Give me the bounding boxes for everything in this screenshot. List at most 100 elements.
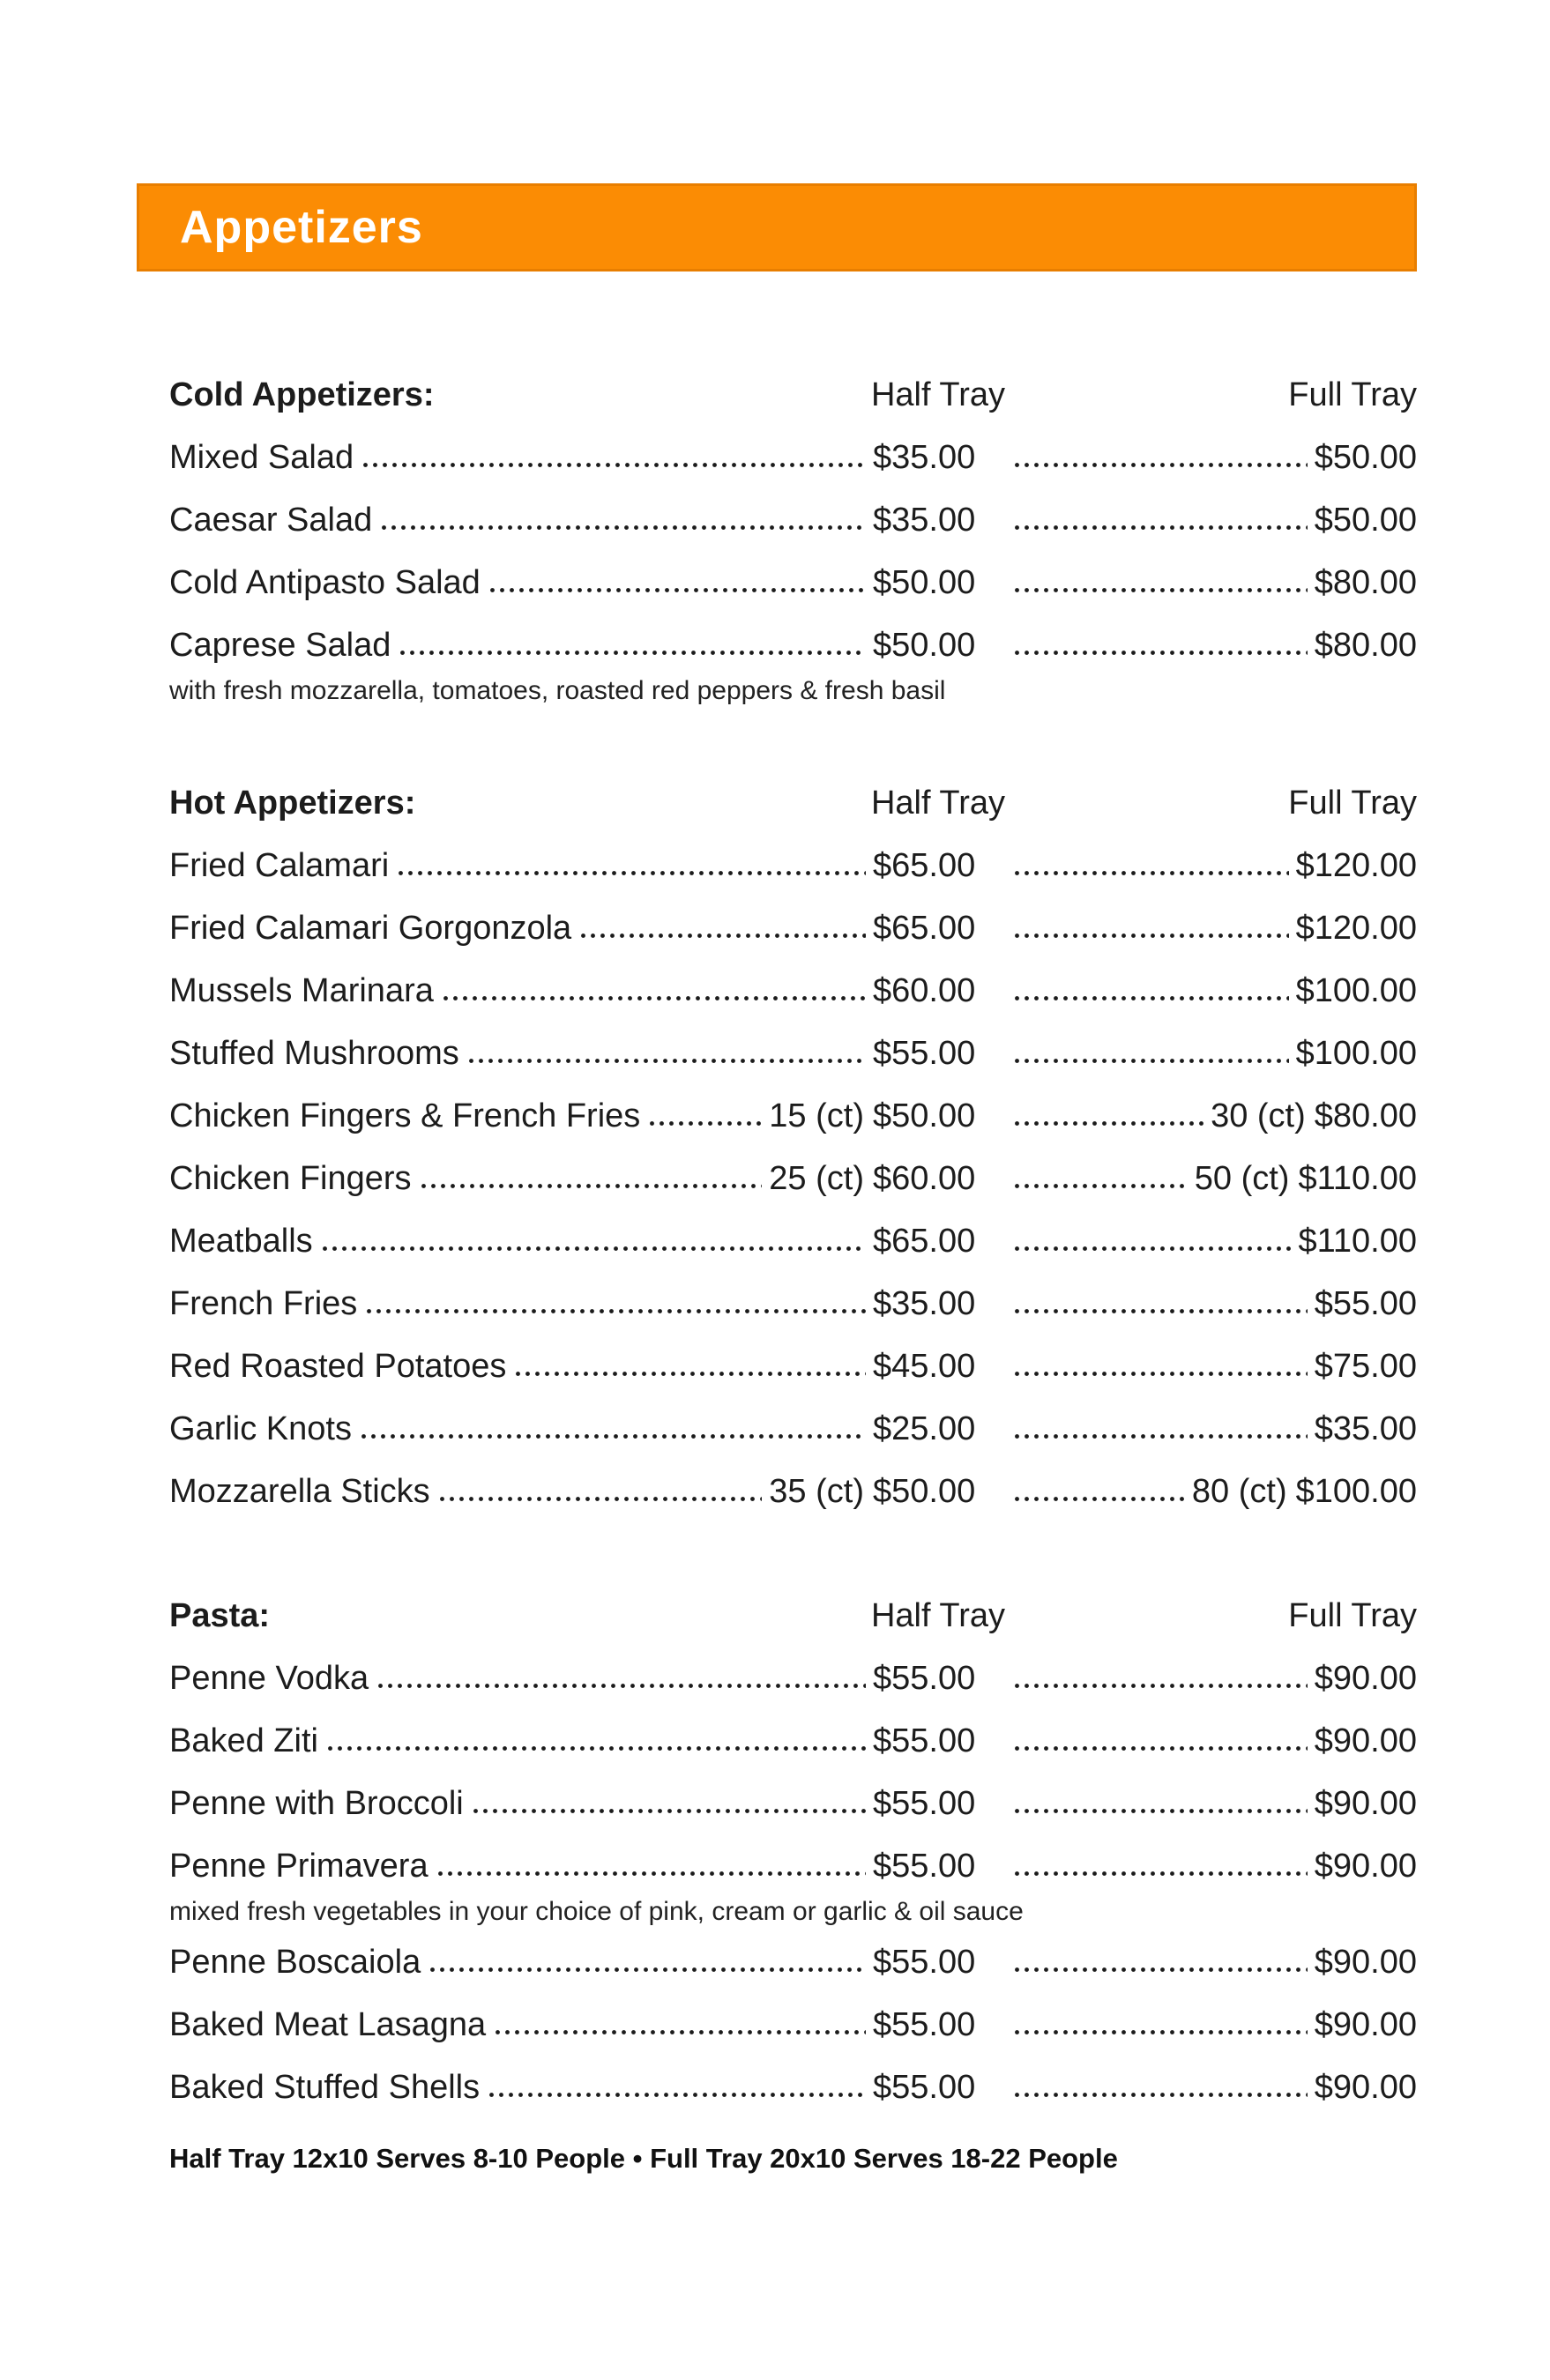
item-price-full: $110.00 — [1298, 1223, 1417, 1260]
menu-item-row: Baked Ziti $55.00 $90.00 — [169, 1710, 1417, 1773]
item-price-full: $90.00 — [1314, 1848, 1417, 1885]
item-price-full: $90.00 — [1314, 1722, 1417, 1759]
menu-item-row: French Fries $35.00 $55.00 — [169, 1273, 1417, 1335]
menu-item-row: Fried Calamari $65.00 $120.00 — [169, 835, 1417, 897]
dot-leader — [1012, 1058, 1289, 1064]
item-name: Garlic Knots — [169, 1410, 352, 1447]
item-price-full: $80.00 — [1314, 627, 1417, 664]
dot-leader — [1012, 933, 1289, 939]
dot-leader — [1012, 1246, 1292, 1252]
menu-item-row: Meatballs $65.00 $110.00 — [169, 1210, 1417, 1273]
item-price-half: $65.00 — [873, 1223, 976, 1260]
item-name: Baked Stuffed Shells — [169, 2069, 481, 2106]
item-price-full: $90.00 — [1314, 1785, 1417, 1822]
item-count-full: 80 (ct) — [1191, 1473, 1287, 1510]
item-name: Meatballs — [169, 1223, 313, 1260]
item-price-half: $45.00 — [873, 1348, 976, 1385]
dot-leader — [1012, 1183, 1188, 1189]
item-price-half: $65.00 — [873, 910, 976, 947]
item-name: Chicken Fingers — [169, 1160, 412, 1197]
item-count-half: 25 (ct) — [769, 1160, 864, 1197]
dot-leader — [1012, 1496, 1185, 1502]
dot-leader — [1012, 1683, 1308, 1689]
dot-leader — [1012, 650, 1308, 656]
dot-leader — [376, 1683, 866, 1689]
item-price-half: $35.00 — [873, 1285, 976, 1322]
item-name: Caprese Salad — [169, 627, 391, 664]
dot-leader — [436, 1496, 763, 1502]
item-name: Stuffed Mushrooms — [169, 1035, 459, 1072]
dot-leader — [470, 1808, 866, 1814]
section-header: Cold Appetizers: Half Tray Full Tray — [169, 364, 1417, 427]
item-price-half: $55.00 — [873, 1944, 976, 1981]
section-title: Cold Appetizers: — [169, 376, 435, 413]
item-name: Mozzarella Sticks — [169, 1473, 430, 1510]
item-name: Baked Ziti — [169, 1722, 318, 1759]
item-name: Baked Meat Lasagna — [169, 2006, 487, 2043]
item-name: Mussels Marinara — [169, 972, 434, 1009]
item-price-full: $75.00 — [1314, 1348, 1417, 1385]
menu-item-row: Penne Vodka $55.00 $90.00 — [169, 1647, 1417, 1710]
dot-leader — [1012, 1120, 1204, 1127]
menu-item-row: Mixed Salad $35.00 $50.00 — [169, 427, 1417, 489]
item-name: Chicken Fingers & French Fries — [169, 1097, 641, 1134]
item-name: French Fries — [169, 1285, 358, 1322]
item-price-full: $80.00 — [1314, 564, 1417, 601]
dot-leader — [1012, 587, 1308, 593]
item-name: Penne Boscaiola — [169, 1944, 421, 1981]
menu-section: Cold Appetizers: Half Tray Full Tray Mixed … — [169, 364, 1417, 710]
dot-leader — [358, 1433, 866, 1439]
item-price-full: $80.00 — [1314, 1097, 1417, 1134]
menu-item-row: Penne Primavera $55.00 $90.00 — [169, 1835, 1417, 1898]
menu-item-row: Mussels Marinara $60.00 $100.00 — [169, 960, 1417, 1023]
item-price-full: $120.00 — [1295, 910, 1417, 947]
item-price-half: $50.00 — [873, 564, 976, 601]
dot-leader — [578, 933, 866, 939]
item-name: Fried Calamari — [169, 847, 390, 884]
item-price-full: $55.00 — [1314, 1285, 1417, 1322]
item-price-half: $55.00 — [873, 1785, 976, 1822]
item-name: Penne with Broccoli — [169, 1785, 464, 1822]
dot-leader — [319, 1246, 866, 1252]
menu-item-row: Chicken Fingers & French Fries 15 (ct) $50… — [169, 1085, 1417, 1148]
item-price-half: $65.00 — [873, 847, 976, 884]
item-price-half: $50.00 — [873, 1097, 976, 1134]
menu-item-row: Red Roasted Potatoes $45.00 $75.00 — [169, 1335, 1417, 1398]
menu-item-row: Garlic Knots $25.00 $35.00 — [169, 1398, 1417, 1461]
item-price-full: $90.00 — [1314, 2006, 1417, 2043]
item-count-full: 50 (ct) — [1194, 1160, 1290, 1197]
dot-leader — [647, 1120, 763, 1127]
dot-leader — [364, 1308, 866, 1314]
dot-leader — [513, 1371, 866, 1377]
dot-leader — [1012, 1371, 1308, 1377]
menu-sections: Cold Appetizers: Half Tray Full Tray Mixed … — [169, 364, 1417, 2119]
banner-title: Appetizers — [180, 202, 423, 253]
item-price-full: $100.00 — [1295, 1035, 1417, 1072]
item-price-full: $110.00 — [1298, 1160, 1417, 1197]
item-price-full: $90.00 — [1314, 1660, 1417, 1697]
item-name: Cold Antipasto Salad — [169, 564, 481, 601]
dot-leader — [418, 1183, 763, 1189]
dot-leader — [1012, 870, 1289, 876]
dot-leader — [493, 2029, 866, 2035]
menu-item-row: Penne Boscaiola $55.00 $90.00 — [169, 1931, 1417, 1994]
item-name: Red Roasted Potatoes — [169, 1348, 507, 1385]
column-header-half: Half Tray — [870, 1597, 1005, 1634]
item-price-full: $90.00 — [1314, 1944, 1417, 1981]
dot-leader — [1012, 1871, 1308, 1877]
item-price-full: $50.00 — [1314, 439, 1417, 476]
menu-item-row: Caesar Salad $35.00 $50.00 — [169, 489, 1417, 552]
dot-leader — [1012, 1808, 1308, 1814]
dot-leader — [1012, 1745, 1308, 1752]
column-header-half: Half Tray — [870, 376, 1005, 413]
section-header: Pasta: Half Tray Full Tray — [169, 1585, 1417, 1647]
item-price-half: $55.00 — [873, 1722, 976, 1759]
dot-leader — [1012, 2092, 1308, 2098]
section-title: Pasta: — [169, 1597, 271, 1634]
item-price-full: $100.00 — [1295, 972, 1417, 1009]
column-header-full: Full Tray — [1288, 785, 1417, 822]
menu-item-row: Penne with Broccoli $55.00 $90.00 — [169, 1773, 1417, 1835]
dot-leader — [440, 995, 866, 1001]
item-name: Caesar Salad — [169, 502, 373, 539]
menu-item-row: Stuffed Mushrooms $55.00 $100.00 — [169, 1023, 1417, 1085]
